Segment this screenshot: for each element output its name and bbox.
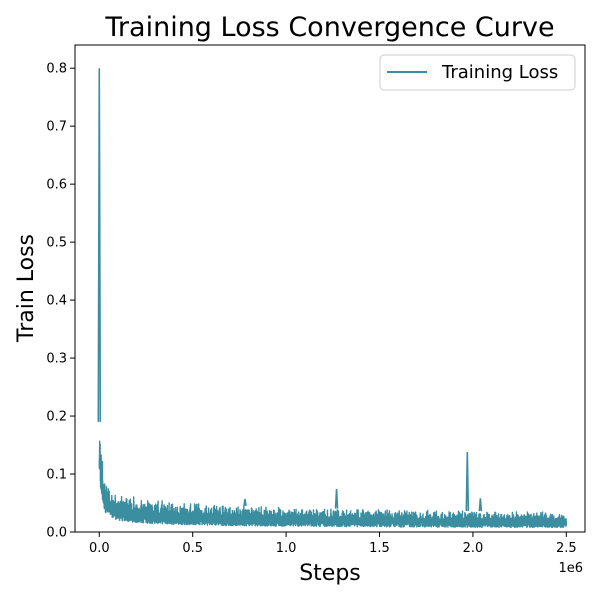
y-tick-label: 0.0 [46, 526, 67, 541]
y-tick-label: 0.7 [46, 120, 67, 135]
loss-spike [334, 489, 339, 509]
loss-spike [97, 68, 102, 422]
y-tick-label: 0.4 [46, 294, 67, 309]
x-axis-ticks: 0.0 0.5 1.0 1.5 2.0 2.5 [89, 532, 577, 556]
legend-entry-training-loss: Training Loss [441, 62, 558, 83]
x-tick-label: 0.0 [89, 541, 110, 556]
y-axis-label: Train Loss [14, 234, 39, 343]
y-axis-ticks: 0.0 0.1 0.2 0.3 0.4 0.5 0.6 0.7 0.8 [46, 62, 75, 541]
plot-area [74, 44, 586, 533]
y-tick-label: 0.8 [46, 62, 67, 77]
y-tick-label: 0.2 [46, 410, 67, 425]
loss-spike [465, 451, 470, 512]
x-tick-label: 2.5 [556, 541, 577, 556]
x-axis-offset-label: 1e6 [558, 561, 583, 576]
series-layer [97, 68, 568, 529]
x-tick-label: 1.0 [276, 541, 297, 556]
chart-title: Training Loss Convergence Curve [104, 12, 554, 43]
legend: Training Loss [379, 54, 576, 91]
y-tick-label: 0.5 [46, 236, 67, 251]
x-tick-label: 0.5 [182, 541, 203, 556]
loss-spike [243, 498, 247, 507]
legend-box [379, 54, 576, 91]
series-training-loss [98, 440, 568, 529]
x-axis-label: Steps [299, 561, 361, 586]
x-tick-label: 1.5 [369, 541, 390, 556]
x-tick-label: 2.0 [463, 541, 484, 556]
y-tick-label: 0.6 [46, 178, 67, 193]
y-tick-label: 0.3 [46, 352, 67, 367]
y-tick-label: 0.1 [46, 468, 67, 483]
loss-spike [478, 498, 483, 512]
